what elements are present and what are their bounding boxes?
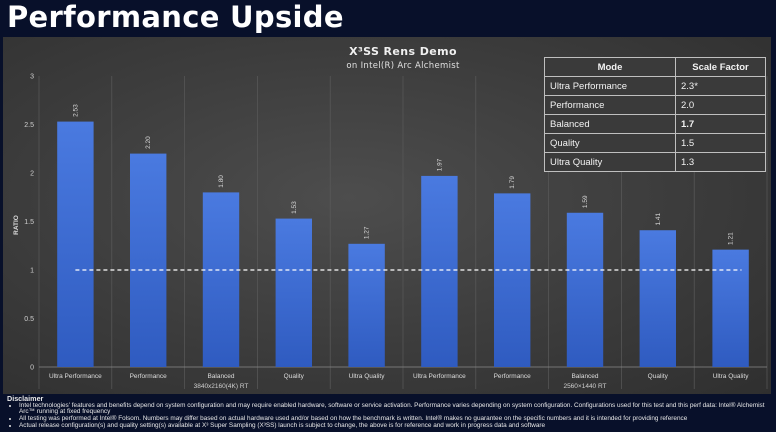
table-cell-factor: 1.3 [675,152,766,172]
table-cell-mode: Quality [544,133,676,153]
bar [130,153,167,367]
data-label: 1.41 [655,213,662,226]
table-row: Balanced 1.7 [544,114,766,134]
x-tick-label: Balanced [207,373,234,380]
chart-title: X³SS Rens Demo [349,45,457,58]
data-label: 1.27 [364,226,371,239]
x-tick-label: Performance [494,373,532,380]
y-tick-label: 3 [30,74,34,81]
table-header-mode: Mode [544,57,676,77]
x-tick-label: Ultra Quality [713,373,750,380]
disclaimer-item: Actual release configuration(s) and qual… [19,422,771,430]
bar [639,230,676,367]
y-tick-label: 0.5 [24,316,34,323]
table-cell-mode: Performance [544,95,676,115]
table-cell-factor: 2.3* [675,76,766,96]
table-cell-mode: Ultra Quality [544,152,676,172]
chart-subtitle: on Intel(R) Arc Alchemist [346,61,460,71]
scale-factor-table: Mode Scale Factor Ultra Performance 2.3*… [544,57,766,172]
y-tick-label: 2 [30,171,34,178]
bar [566,212,604,367]
data-label: 1.79 [509,176,516,189]
x-tick-label: Quality [648,373,669,380]
y-tick-label: 1.5 [24,219,34,226]
table-row: Ultra Performance 2.3* [544,76,766,96]
disclaimer-item: All testing was performed at Intel® Fols… [19,415,771,423]
y-axis-label: RATIO [13,215,20,235]
data-label: 1.97 [436,158,443,171]
disclaimer-title: Disclaimer [7,394,44,403]
data-label: 1.80 [218,175,225,188]
table-cell-factor: 1.7 [675,114,766,134]
x-tick-label: Ultra Performance [413,373,466,380]
group-label: 3840x2160(4K) RT [194,383,249,390]
x-tick-label: Balanced [571,373,598,380]
y-tick-label: 0 [30,365,34,372]
table-cell-factor: 2.0 [675,95,766,115]
bar [712,249,749,367]
data-label: 2.20 [145,136,152,149]
table-row: Ultra Quality 1.3 [544,152,766,172]
table-cell-factor: 1.5 [675,133,766,153]
x-tick-label: Ultra Performance [49,373,102,380]
table-cell-mode: Ultra Performance [544,76,676,96]
disclaimer-item: Intel technologies' features and benefit… [19,402,771,416]
x-tick-label: Performance [130,373,168,380]
bar [348,243,385,367]
data-label: 2.53 [72,104,79,117]
bar [494,193,531,367]
bar [421,175,458,367]
x-tick-label: Quality [284,373,305,380]
table-row: Performance 2.0 [544,95,766,115]
y-tick-label: 2.5 [24,122,34,129]
data-label: 1.21 [728,232,735,245]
bar [57,121,94,367]
table-header-scale-factor: Scale Factor [675,57,766,77]
bar [202,192,240,367]
x-tick-label: Ultra Quality [349,373,386,380]
table-row: Quality 1.5 [544,133,766,153]
bar [275,218,312,367]
table-cell-mode: Balanced [544,114,676,134]
page-title: Performance Upside [7,0,344,34]
group-label: 2560×1440 RT [563,383,606,390]
disclaimer: Disclaimer Intel technologies' features … [7,394,771,430]
y-tick-label: 1 [30,268,34,275]
data-label: 1.53 [291,201,298,214]
data-label: 1.59 [582,195,589,208]
